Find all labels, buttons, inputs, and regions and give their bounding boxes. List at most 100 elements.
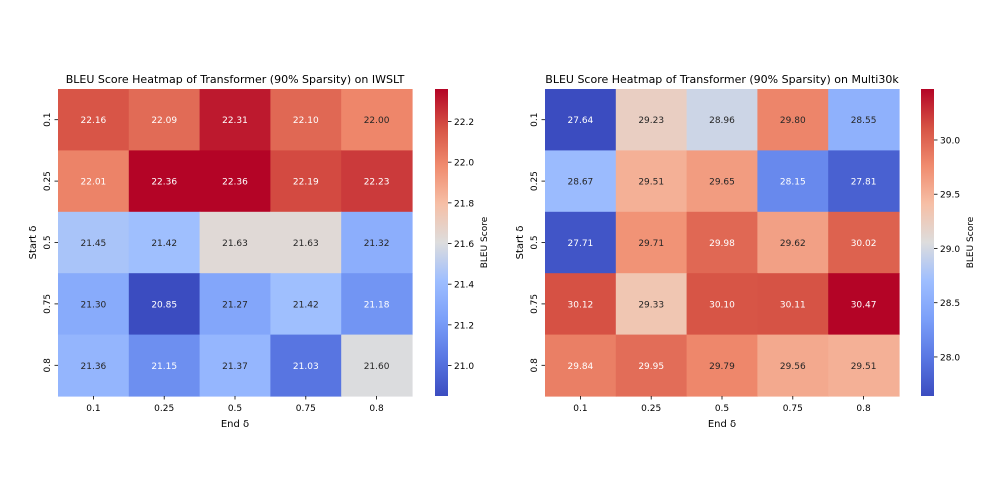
heatmap-cell (615, 273, 688, 336)
x-tick-label: 0.5 (715, 404, 729, 414)
x-tick-label: 0.1 (573, 404, 587, 414)
cell-label: 29.65 (709, 178, 735, 188)
colorbar-tick-label: 21.2 (454, 321, 474, 331)
heatmap-cell (341, 334, 413, 397)
y-tick-label: 0.8 (43, 358, 53, 373)
heatmap-cell (615, 211, 688, 274)
cell-label: 21.37 (222, 362, 248, 372)
colorbar-tick-label: 29.0 (940, 245, 960, 255)
heatmap-cell (58, 150, 130, 213)
cell-label: 21.36 (81, 362, 107, 372)
colorbar-tick-label: 21.6 (454, 240, 474, 250)
heatmap-cell (757, 273, 829, 336)
heatmap-cell (828, 89, 900, 151)
cell-label: 22.36 (151, 178, 177, 188)
heatmap-cell (58, 211, 130, 274)
cell-label: 22.31 (222, 116, 248, 126)
heatmap-cell (615, 334, 688, 397)
cell-label: 21.42 (293, 300, 319, 310)
heatmap-cell (757, 334, 829, 397)
cell-label: 30.12 (568, 300, 594, 310)
cell-label: 22.00 (364, 116, 390, 126)
x-tick-label: 0.75 (783, 404, 803, 414)
heatmap-cell (128, 211, 201, 274)
colorbar-tick-label: 22.2 (454, 118, 474, 128)
y-tick-label: 0.5 (530, 235, 540, 249)
colorbar-tick-label: 21.4 (454, 281, 474, 291)
cell-label: 30.11 (780, 300, 806, 310)
cell-label: 29.51 (851, 362, 877, 372)
x-tick-label: 0.5 (228, 404, 242, 414)
heatmap-cell (341, 150, 413, 213)
y-tick-label: 0.75 (43, 294, 53, 314)
cell-label: 29.23 (638, 116, 664, 126)
cell-label: 30.02 (851, 239, 877, 249)
heatmap-cell (341, 273, 413, 336)
colorbar-tick-label: 22.0 (454, 159, 474, 169)
heatmap-cell (828, 150, 900, 213)
heatmap-cell (270, 150, 342, 213)
heatmap-cell (128, 273, 201, 336)
heatmap-cell (545, 150, 617, 213)
heatmap-cell (270, 211, 342, 274)
heatmap-cell (686, 273, 758, 336)
heatmap-cell (270, 273, 342, 336)
colorbar-tick-label: 30.0 (940, 136, 960, 146)
heatmap-cell (199, 211, 271, 274)
cell-label: 29.33 (638, 300, 664, 310)
cell-label: 28.15 (780, 178, 806, 188)
heatmap-cell (757, 211, 829, 274)
heatmap-cell (828, 211, 900, 274)
heatmap-cell (757, 89, 829, 151)
heatmap-cell (545, 334, 617, 397)
heatmap-cell (58, 273, 130, 336)
colorbar (921, 89, 934, 396)
cell-label: 29.98 (709, 239, 735, 249)
y-tick-label: 0.8 (530, 358, 540, 373)
colorbar-tick-label: 28.5 (940, 299, 960, 309)
cell-label: 21.45 (81, 239, 107, 249)
y-tick-label: 0.25 (530, 171, 540, 191)
x-axis-label: End δ (221, 419, 249, 430)
heatmap-cell (615, 150, 688, 213)
heatmap-cell (341, 89, 413, 151)
cell-label: 21.60 (364, 362, 390, 372)
x-tick-label: 0.1 (86, 404, 100, 414)
cell-label: 21.30 (81, 300, 107, 310)
colorbar-tick-label: 21.0 (454, 362, 474, 372)
cell-label: 29.95 (638, 362, 664, 372)
colorbar (435, 89, 448, 396)
x-tick-label: 0.75 (296, 404, 316, 414)
heatmap-cell (545, 211, 617, 274)
cell-label: 29.79 (709, 362, 735, 372)
x-axis-label: End δ (708, 419, 736, 430)
cell-label: 28.96 (709, 116, 735, 126)
heatmap-cell (128, 150, 201, 213)
heatmap-panel-2: BLEU Score Heatmap of Transformer (90% S… (515, 73, 976, 430)
cell-label: 21.15 (151, 362, 177, 372)
x-tick-label: 0.8 (856, 404, 871, 414)
cell-label: 28.67 (568, 178, 594, 188)
heatmap-cell (545, 89, 617, 151)
y-tick-label: 0.5 (43, 235, 53, 249)
cell-label: 27.71 (568, 239, 594, 249)
cell-label: 29.71 (638, 239, 664, 249)
chart-title: BLEU Score Heatmap of Transformer (90% S… (66, 73, 405, 86)
cell-label: 29.84 (568, 362, 594, 372)
cell-label: 28.55 (851, 116, 877, 126)
heatmap-cell (686, 211, 758, 274)
heatmap-cell (341, 211, 413, 274)
cell-label: 21.42 (151, 239, 177, 249)
cell-label: 21.32 (364, 239, 390, 249)
heatmap-cell (199, 334, 271, 397)
heatmap-cell (615, 89, 688, 151)
y-tick-label: 0.25 (43, 171, 53, 191)
colorbar-label: BLEU Score (480, 216, 490, 268)
cell-label: 21.63 (222, 239, 248, 249)
heatmap-cell (757, 150, 829, 213)
cell-label: 20.85 (151, 300, 177, 310)
cell-label: 22.16 (81, 116, 107, 126)
chart-title: BLEU Score Heatmap of Transformer (90% S… (545, 73, 899, 86)
